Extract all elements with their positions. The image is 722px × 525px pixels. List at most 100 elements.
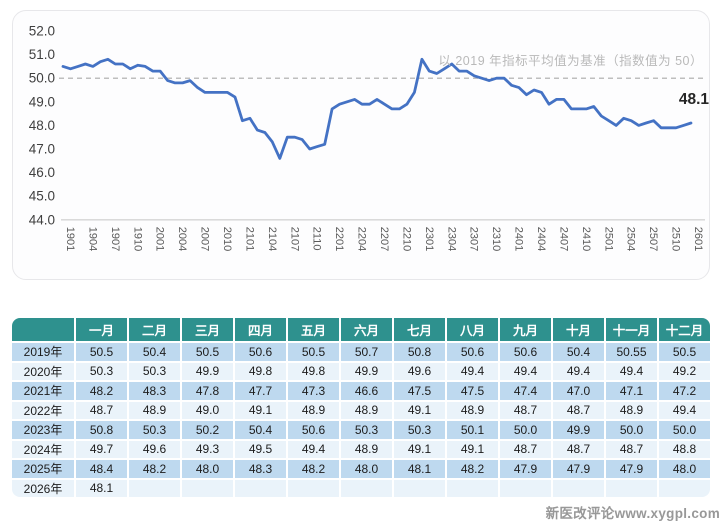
table-row: 2025年 48.4 48.2 48.0 48.3 48.2 48.0 48.1 48.2 47.…	[12, 460, 710, 478]
value-cell: 50.0	[500, 421, 551, 439]
year-label-cell: 2025年	[12, 460, 74, 478]
value-cell	[394, 479, 445, 497]
value-cell: 50.4	[129, 343, 180, 361]
value-cell: 49.1	[394, 440, 445, 458]
value-cell: 49.6	[129, 440, 180, 458]
value-cell: 47.9	[553, 460, 604, 478]
month-header-cell: 十一月	[606, 318, 657, 341]
value-cell: 50.0	[606, 421, 657, 439]
value-cell: 50.6	[447, 343, 498, 361]
value-cell: 47.5	[447, 382, 498, 400]
value-cell: 50.4	[553, 343, 604, 361]
x-axis-tick-label: 2307	[468, 227, 480, 251]
x-axis-tick-label: 2410	[580, 227, 592, 251]
x-axis-tick-label: 2601	[692, 227, 704, 251]
x-axis-tick-label: 2010	[221, 227, 233, 251]
month-header-cell: 三月	[182, 318, 233, 341]
value-cell	[500, 479, 551, 497]
value-cell: 49.4	[606, 362, 657, 380]
value-cell	[129, 479, 180, 497]
value-cell: 49.1	[394, 401, 445, 419]
table-body: 2019年 50.5 50.4 50.5 50.6 50.5 50.7 50.8 50.6 50.…	[12, 343, 710, 497]
watermark: 新医改评论www.xygpl.com	[545, 506, 720, 521]
x-axis-tick-label: 2310	[490, 227, 502, 251]
chart-card: 52.0 51.0 50.0 49.0 48.0 47.0 46.0 45.0 44.0 1901…	[12, 10, 710, 280]
chart-annotation: 以 2019 年指标平均值为基准（指数值为 50）	[438, 53, 703, 68]
value-cell: 48.3	[235, 460, 286, 478]
y-axis-tick-label: 44.0	[29, 212, 55, 227]
year-label-cell: 2023年	[12, 421, 74, 439]
value-cell: 49.2	[659, 362, 710, 380]
value-cell: 48.9	[129, 401, 180, 419]
value-cell: 49.5	[235, 440, 286, 458]
value-cell	[606, 479, 657, 497]
year-label-cell: 2022年	[12, 401, 74, 419]
x-axis-tick-label: 2501	[602, 227, 614, 251]
x-axis-tick-label: 2401	[513, 227, 525, 251]
table-row: 2024年 49.7 49.6 49.3 49.5 49.4 48.9 49.1 49.1 48.…	[12, 440, 710, 458]
value-cell: 48.4	[76, 460, 127, 478]
value-cell: 50.3	[129, 421, 180, 439]
value-cell: 48.2	[76, 382, 127, 400]
value-cell: 48.2	[447, 460, 498, 478]
value-cell	[235, 479, 286, 497]
value-cell: 50.5	[76, 343, 127, 361]
table-row: 2021年 48.2 48.3 47.8 47.7 47.3 46.6 47.5 47.5 47.…	[12, 382, 710, 400]
y-axis-tick-label: 50.0	[29, 71, 55, 86]
x-axis-tick-label: 2407	[557, 227, 569, 251]
value-cell: 47.4	[500, 382, 551, 400]
value-cell: 49.9	[341, 362, 392, 380]
x-axis-tick-label: 2510	[670, 227, 682, 251]
value-cell: 50.5	[182, 343, 233, 361]
y-axis-tick-label: 47.0	[29, 142, 55, 157]
year-label-cell: 2020年	[12, 362, 74, 380]
year-label-cell: 2021年	[12, 382, 74, 400]
value-cell: 49.1	[447, 440, 498, 458]
value-cell: 50.3	[129, 362, 180, 380]
table-row: 2023年 50.8 50.3 50.2 50.4 50.6 50.3 50.3 50.1 50.…	[12, 421, 710, 439]
y-axis-tick-label: 48.0	[29, 118, 55, 133]
x-axis-tick-label: 2104	[266, 227, 278, 251]
x-axis-tick-label: 2101	[243, 227, 255, 251]
value-cell: 47.9	[500, 460, 551, 478]
value-cell: 50.6	[235, 343, 286, 361]
value-cell: 49.8	[235, 362, 286, 380]
line-chart: 52.0 51.0 50.0 49.0 48.0 47.0 46.0 45.0 44.0 1901…	[29, 24, 710, 252]
value-cell: 47.7	[235, 382, 286, 400]
month-header-cell: 八月	[447, 318, 498, 341]
value-cell	[447, 479, 498, 497]
value-cell: 47.9	[606, 460, 657, 478]
month-header-cell: 一月	[76, 318, 127, 341]
value-cell: 48.7	[553, 440, 604, 458]
value-cell: 50.6	[500, 343, 551, 361]
latest-value-label: 48.1	[679, 91, 710, 108]
value-cell: 49.6	[394, 362, 445, 380]
value-cell: 47.8	[182, 382, 233, 400]
value-cell: 49.9	[553, 421, 604, 439]
value-cell: 49.3	[182, 440, 233, 458]
value-cell: 50.5	[288, 343, 339, 361]
value-cell: 48.7	[500, 401, 551, 419]
value-cell: 50.6	[288, 421, 339, 439]
y-axis-tick-label: 52.0	[29, 24, 55, 39]
x-axis-tick-label: 1910	[131, 227, 143, 251]
value-cell: 50.2	[182, 421, 233, 439]
value-cell: 47.2	[659, 382, 710, 400]
x-axis-tick-label: 2007	[199, 227, 211, 251]
month-header-cell: 十月	[553, 318, 604, 341]
value-cell: 48.3	[129, 382, 180, 400]
x-axis-tick-label: 2207	[378, 227, 390, 251]
value-cell: 48.2	[129, 460, 180, 478]
x-axis-tick-label: 2304	[445, 227, 457, 251]
value-cell: 48.8	[659, 440, 710, 458]
x-axis-tick-label: 2210	[400, 227, 412, 251]
x-axis-tick-label: 1904	[86, 227, 98, 251]
x-axis-tick-label: 2001	[154, 227, 166, 251]
value-cell: 48.9	[341, 401, 392, 419]
value-cell: 48.7	[606, 440, 657, 458]
x-axis-tick-label: 2301	[423, 227, 435, 251]
value-cell: 48.1	[76, 479, 127, 497]
value-cell: 48.9	[606, 401, 657, 419]
value-cell: 49.4	[288, 440, 339, 458]
value-cell: 50.0	[659, 421, 710, 439]
